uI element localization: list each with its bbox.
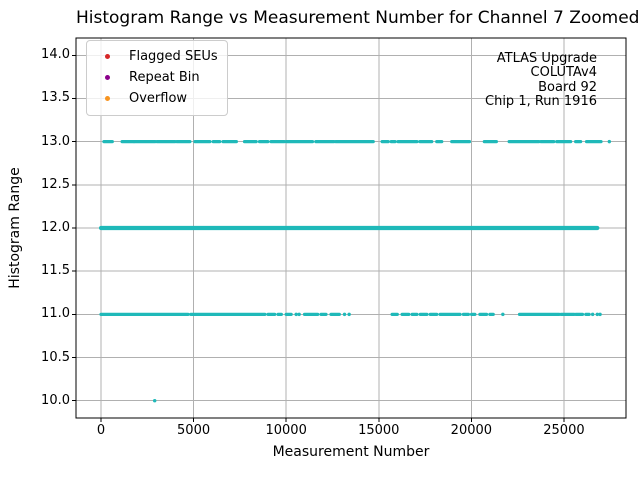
y-tick-label: 13.5 (41, 90, 70, 106)
legend-entry-repeat-bin: Repeat Bin (97, 67, 217, 88)
annotation-line: Board 92 (538, 79, 597, 95)
run-info-annotation: ATLAS Upgrade COLUTAv4 Board 92 Chip 1, … (485, 51, 597, 110)
scatter-point-y11 (595, 312, 599, 317)
scatter-point-y11 (347, 312, 351, 317)
legend: Flagged SEUs Repeat Bin Overflow (86, 40, 228, 116)
y-tick-label: 11.5 (41, 263, 70, 279)
legend-entry-overflow: Overflow (97, 88, 217, 109)
x-tick-label: 0 (96, 423, 106, 438)
annotation-line: Chip 1, Run 1916 (485, 94, 597, 110)
x-tick-label: 10000 (265, 423, 307, 438)
flagged-seus-marker-icon (105, 54, 110, 59)
y-tick-label: 10.0 (41, 392, 70, 408)
legend-label: Overflow (129, 91, 188, 106)
scatter-point-y13 (607, 139, 612, 144)
scatter-point-y10 (153, 399, 157, 403)
annotation-line: COLUTAv4 (530, 65, 597, 81)
legend-entry-flagged-seus: Flagged SEUs (97, 46, 218, 67)
overflow-marker-icon (105, 96, 110, 101)
scatter-point-y11 (342, 312, 347, 317)
scatter-point-y11 (294, 312, 298, 317)
y-tick-label: 11.0 (41, 306, 70, 322)
y-tick-label: 12.5 (41, 176, 70, 192)
x-tick-label: 15000 (358, 423, 400, 438)
annotation-line: ATLAS Upgrade (496, 51, 597, 66)
scatter-point-y11 (590, 312, 595, 317)
x-axis-label: Measurement Number (272, 444, 430, 460)
y-tick-label: 14.0 (41, 47, 70, 63)
legend-label: Flagged SEUs (129, 49, 218, 64)
scatter-point-y11 (598, 312, 602, 317)
scatter-point-y11 (297, 312, 301, 317)
legend-label: Repeat Bin (129, 70, 200, 85)
scatter-point-y11 (501, 312, 505, 317)
y-tick-label: 10.5 (41, 349, 70, 365)
y-tick-label: 12.0 (41, 220, 70, 235)
chart-title: Histogram Range vs Measurement Number fo… (76, 8, 640, 28)
repeat-bin-marker-icon (105, 75, 110, 80)
x-tick-label: 20000 (450, 423, 493, 438)
x-tick-label: 5000 (177, 423, 211, 438)
y-tick-label: 13.0 (41, 133, 70, 149)
plot-border (75, 37, 627, 419)
x-tick-label: 25000 (543, 423, 585, 438)
